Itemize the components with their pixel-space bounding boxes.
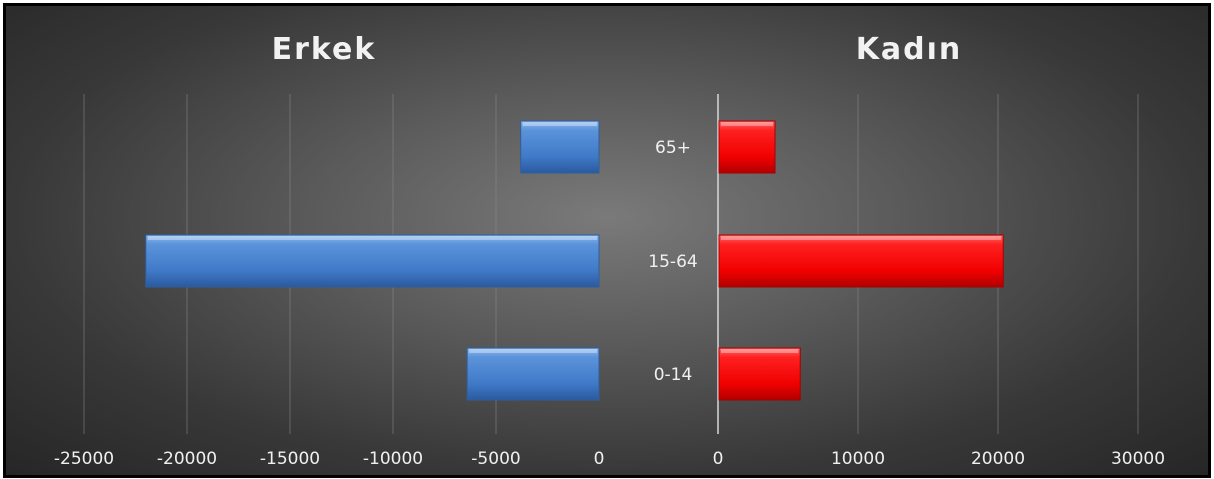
bar-highlight-kadin-65+ <box>721 122 773 126</box>
x-tick-label-right: 30000 <box>1111 449 1165 469</box>
x-tick-label-right: 0 <box>713 449 724 469</box>
x-tick-label-left: -5000 <box>471 449 520 469</box>
x-tick-label-left: 0 <box>594 449 605 469</box>
panel-title-erkek: Erkek <box>272 32 377 67</box>
population-pyramid-chart: -25000 -20000 -15000 -10000 -5000 0 0 10000 2000… <box>54 32 1165 469</box>
x-tick-label-left: -10000 <box>363 449 423 469</box>
x-tick-label-left: -20000 <box>157 449 217 469</box>
x-tick-label-right: 10000 <box>831 449 885 469</box>
x-tick-label-left: -25000 <box>54 449 114 469</box>
panel-title-kadin: Kadın <box>856 32 963 67</box>
bar-highlight-kadin-0-14 <box>721 349 799 353</box>
bar-erkek-65+ <box>520 120 600 174</box>
bar-erkek-0-14 <box>466 347 600 401</box>
x-tick-label-right: 20000 <box>971 449 1025 469</box>
bar-erkek-15-64 <box>145 234 600 288</box>
bar-highlight-kadin-15-64 <box>721 236 1002 240</box>
bar-kadin-65+ <box>718 120 776 174</box>
bar-highlight-erkek-15-64 <box>147 236 598 240</box>
category-label: 65+ <box>655 138 691 158</box>
x-tick-label-left: -15000 <box>260 449 320 469</box>
bar-kadin-0-14 <box>718 347 801 401</box>
chart-frame: -25000 -20000 -15000 -10000 -5000 0 0 10000 2000… <box>3 3 1211 478</box>
category-label: 15-64 <box>648 252 697 272</box>
category-label: 0-14 <box>654 365 693 385</box>
bar-highlight-erkek-0-14 <box>469 349 597 353</box>
bar-highlight-erkek-65+ <box>522 122 597 126</box>
bar-kadin-15-64 <box>718 234 1004 288</box>
